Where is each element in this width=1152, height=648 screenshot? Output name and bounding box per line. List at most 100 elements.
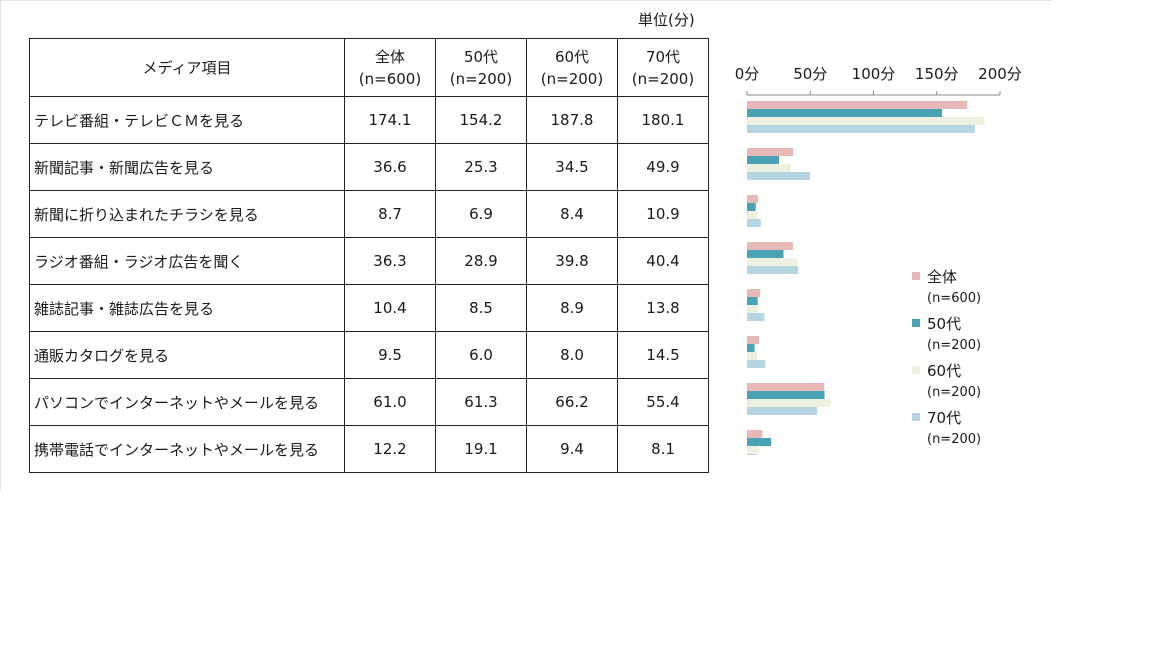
bar (747, 399, 831, 407)
x-tick-label: 100分 (852, 65, 896, 83)
legend-sublabel: (n=600) (927, 291, 981, 306)
bar (747, 407, 818, 415)
header-media-item: メディア項目 (29, 38, 345, 97)
x-tick-label: 0分 (735, 65, 760, 83)
row-label: ラジオ番組・ラジオ広告を聞く (29, 237, 345, 285)
header-column: 50代 (n=200) (435, 38, 527, 97)
bar (747, 125, 975, 133)
cell-value: 19.1 (435, 425, 527, 473)
bar (747, 352, 758, 360)
bar (747, 258, 798, 266)
frame-top-line (0, 0, 1052, 1)
cell-value: 8.9 (526, 284, 618, 332)
column-name: 70代 (645, 47, 681, 66)
legend-sublabel: (n=200) (927, 338, 981, 353)
cell-value: 40.4 (617, 237, 709, 285)
bar (747, 101, 968, 109)
table-row: 新聞に折り込まれたチラシを見る 8.7 6.9 8.4 10.9 (29, 190, 709, 238)
column-n: (n=600) (358, 69, 422, 88)
column-n: (n=200) (631, 69, 695, 88)
frame-left-line (0, 0, 1, 490)
table-row: 新聞記事・新聞広告を見る 36.6 25.3 34.5 49.9 (29, 143, 709, 191)
cell-value: 10.9 (617, 190, 709, 238)
table-row: パソコンでインターネットやメールを見る 61.0 61.3 66.2 55.4 (29, 378, 709, 426)
bar (747, 211, 758, 219)
bar (747, 391, 825, 399)
header-column: 60代 (n=200) (526, 38, 618, 97)
bar (747, 195, 759, 203)
bar (747, 242, 793, 250)
row-label: 新聞記事・新聞広告を見る (29, 143, 345, 191)
legend-swatch (912, 272, 920, 280)
cell-value: 8.4 (526, 190, 618, 238)
bar (747, 454, 758, 455)
bar (747, 203, 756, 211)
bar (747, 266, 799, 274)
bar (747, 344, 755, 352)
row-label: 通販カタログを見る (29, 331, 345, 379)
bar (747, 109, 943, 117)
cell-value: 49.9 (617, 143, 709, 191)
cell-value: 9.5 (344, 331, 436, 379)
bar (747, 336, 760, 344)
bar (747, 305, 759, 313)
column-n: (n=200) (449, 69, 513, 88)
cell-value: 34.5 (526, 143, 618, 191)
cell-value: 55.4 (617, 378, 709, 426)
x-tick-label: 50分 (793, 65, 827, 83)
bar (747, 148, 794, 156)
cell-value: 9.4 (526, 425, 618, 473)
header-column: 全体 (n=600) (344, 38, 436, 97)
bar (747, 430, 763, 438)
column-name: 全体 (374, 47, 405, 66)
bar (747, 156, 780, 164)
cell-value: 28.9 (435, 237, 527, 285)
cell-value: 13.8 (617, 284, 709, 332)
bar (747, 360, 766, 368)
legend-label: 70代 (927, 409, 961, 427)
bar (747, 219, 761, 227)
column-name: 60代 (554, 47, 590, 66)
data-table: メディア項目 全体 (n=600) 50代 (n=200) 60代 (n=200) 7… (29, 38, 709, 473)
cell-value: 8.1 (617, 425, 709, 473)
row-label: 携帯電話でインターネットやメールを見る (29, 425, 345, 473)
table-row: テレビ番組・テレビＣＭを見る 174.1 154.2 187.8 180.1 (29, 96, 709, 144)
x-tick-label: 200分 (978, 65, 1022, 83)
cell-value: 61.0 (344, 378, 436, 426)
bar (747, 117, 985, 125)
cell-value: 61.3 (435, 378, 527, 426)
cell-value: 14.5 (617, 331, 709, 379)
table-row: ラジオ番組・ラジオ広告を聞く 36.3 28.9 39.8 40.4 (29, 237, 709, 285)
cell-value: 174.1 (344, 96, 436, 144)
table-row: 通販カタログを見る 9.5 6.0 8.0 14.5 (29, 331, 709, 379)
cell-value: 154.2 (435, 96, 527, 144)
cell-value: 36.3 (344, 237, 436, 285)
bar (747, 383, 825, 391)
cell-value: 6.0 (435, 331, 527, 379)
header-column: 70代 (n=200) (617, 38, 709, 97)
row-label: 雑誌記事・雑誌広告を見る (29, 284, 345, 332)
legend-swatch (912, 319, 920, 327)
row-label: テレビ番組・テレビＣＭを見る (29, 96, 345, 144)
cell-value: 66.2 (526, 378, 618, 426)
bar (747, 297, 758, 305)
cell-value: 8.0 (526, 331, 618, 379)
bar (747, 172, 811, 180)
row-label: 新聞に折り込まれたチラシを見る (29, 190, 345, 238)
cell-value: 180.1 (617, 96, 709, 144)
cell-value: 10.4 (344, 284, 436, 332)
column-n: (n=200) (540, 69, 604, 88)
bar (747, 438, 772, 446)
column-name: 50代 (463, 47, 499, 66)
table-row: 携帯電話でインターネットやメールを見る 12.2 19.1 9.4 8.1 (29, 425, 709, 473)
cell-value: 8.7 (344, 190, 436, 238)
bar (747, 250, 784, 258)
cell-value: 39.8 (526, 237, 618, 285)
cell-value: 25.3 (435, 143, 527, 191)
legend-label: 50代 (927, 315, 961, 333)
cell-value: 36.6 (344, 143, 436, 191)
table-header-row: メディア項目 全体 (n=600) 50代 (n=200) 60代 (n=200) 7… (29, 38, 709, 97)
legend-swatch (912, 366, 920, 374)
legend-label: 60代 (927, 362, 961, 380)
